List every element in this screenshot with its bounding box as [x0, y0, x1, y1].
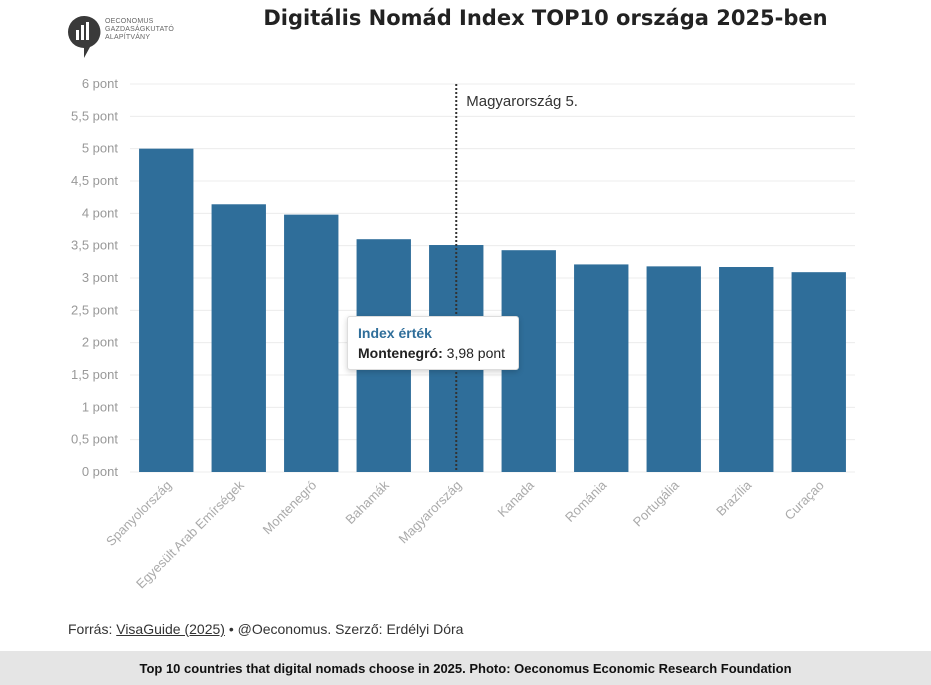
x-tick-label: Kanada — [495, 477, 538, 520]
y-tick-label: 3,5 pont — [71, 238, 118, 253]
caption-text: Top 10 countries that digital nomads cho… — [139, 660, 792, 676]
x-tick-label: Bahamák — [342, 477, 392, 527]
x-tick-label: Magyarország — [396, 478, 465, 547]
bar — [211, 204, 266, 472]
x-tick-label: Spanyolország — [103, 478, 174, 549]
y-tick-label: 5 pont — [82, 141, 119, 156]
tooltip-country: Montenegró: — [358, 345, 443, 361]
source-link[interactable]: VisaGuide (2025) — [116, 621, 225, 637]
y-tick-label: 1 pont — [82, 399, 119, 414]
logo-text: OECONOMUS GAZDASÁGKUTATÓ ALAPÍTVÁNY — [105, 18, 174, 42]
y-tick-label: 1,5 pont — [71, 367, 118, 382]
y-tick-label: 5,5 pont — [71, 108, 118, 123]
chart-title: Digitális Nomád Index TOP10 országa 2025… — [263, 6, 828, 30]
logo-line-3: ALAPÍTVÁNY — [105, 34, 151, 41]
x-tick-label: Montenegró — [260, 478, 320, 538]
tooltip-title: Index érték — [358, 325, 432, 341]
x-tick-label: Portugália — [630, 477, 683, 530]
tooltip-value: 3,98 pont — [446, 345, 506, 361]
tooltip-row: Montenegró: 3,98 pont — [358, 345, 508, 361]
source-line: Forrás: VisaGuide (2025) • @Oeconomus. S… — [68, 621, 463, 637]
bar — [719, 267, 774, 472]
logo: OECONOMUS GAZDASÁGKUTATÓ ALAPÍTVÁNY — [66, 14, 186, 64]
y-tick-label: 3 pont — [82, 270, 119, 285]
y-tick-label: 4 pont — [82, 205, 119, 220]
x-tick-label: Románia — [562, 477, 610, 525]
source-prefix: Forrás: — [68, 621, 117, 637]
y-tick-label: 0 pont — [82, 464, 119, 479]
tooltip: Index érték Montenegró: 3,98 pont — [347, 316, 519, 370]
y-tick-label: 2,5 pont — [71, 302, 118, 317]
x-tick-label: Brazília — [713, 477, 755, 519]
bar — [646, 266, 701, 472]
logo-line-1: OECONOMUS — [105, 18, 154, 25]
bar — [284, 214, 339, 473]
y-tick-label: 0,5 pont — [71, 432, 118, 447]
y-tick-label: 4,5 pont — [71, 173, 118, 188]
bar — [791, 272, 846, 472]
logo-mark-icon — [68, 15, 101, 59]
annotation-label: Magyarország 5. — [466, 93, 578, 110]
bar — [139, 148, 194, 472]
y-tick-label: 6 pont — [82, 76, 119, 91]
source-suffix: • @Oeconomus. Szerző: Erdélyi Dóra — [224, 621, 464, 637]
y-tick-label: 2 pont — [82, 335, 119, 350]
caption: Top 10 countries that digital nomads cho… — [0, 651, 931, 685]
bar — [574, 264, 629, 472]
x-tick-label: Curaçao — [782, 478, 827, 523]
logo-line-2: GAZDASÁGKUTATÓ — [105, 26, 175, 33]
